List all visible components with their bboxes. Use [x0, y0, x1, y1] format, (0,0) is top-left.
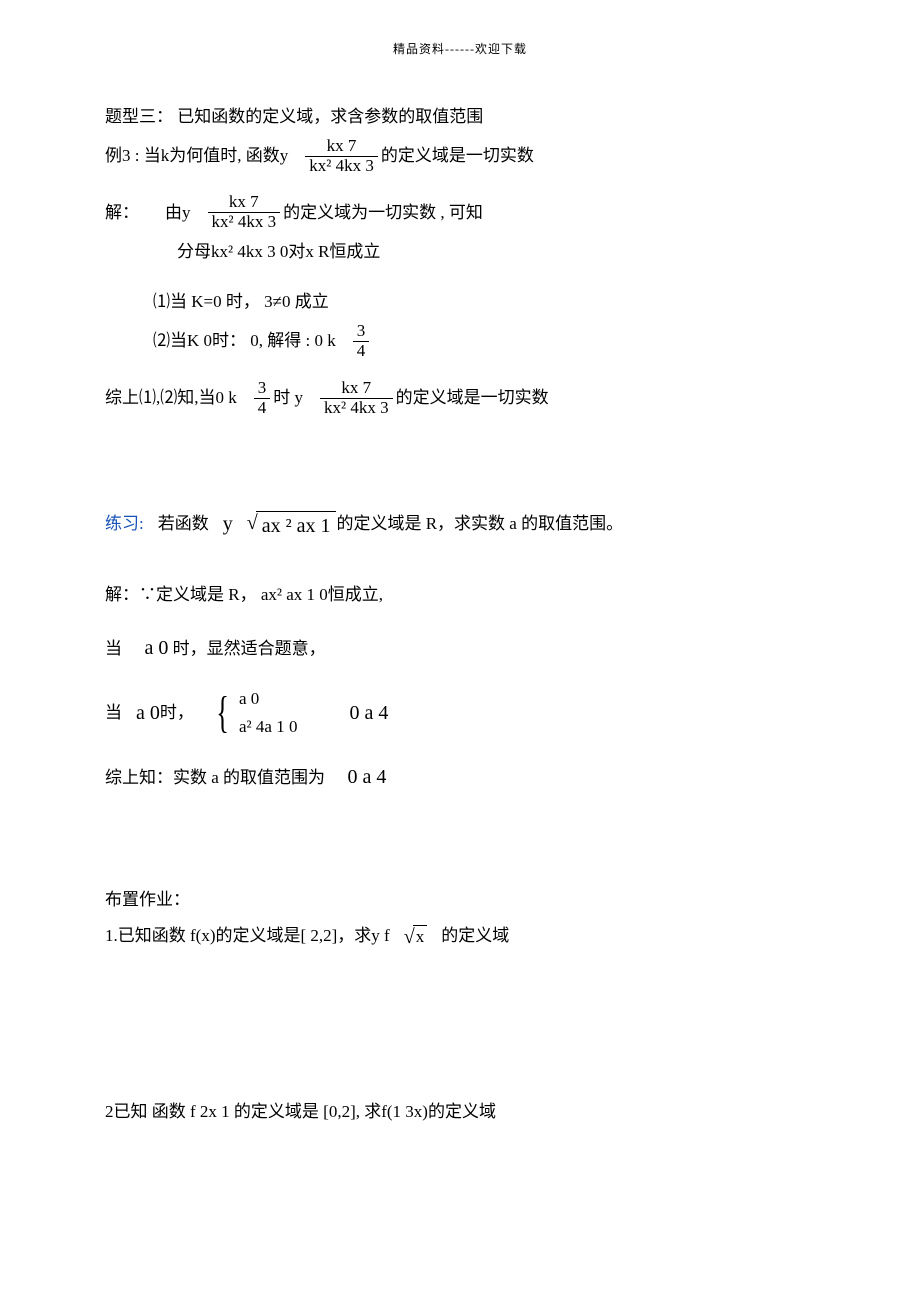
brace-body: a 0 a² 4a 1 0 — [239, 685, 297, 739]
p-sol-l2c: 时，显然适合题意， — [173, 639, 326, 658]
case2-text: ⑵当K 0时： 0, 解得 : 0 k — [153, 325, 336, 357]
conclusion-frac2-num: kx 7 — [320, 379, 393, 399]
p-sol-l3a: 当 — [105, 697, 122, 729]
conclusion-frac2: kx 7 kx² 4kx 3 — [320, 379, 393, 417]
brace-top: a 0 — [239, 685, 297, 712]
practice-sol-l3: 当 a 0 时， { a 0 a² 4a 1 0 0 a 4 — [105, 685, 815, 739]
solution-line2: 分母kx² 4kx 3 0对x R恒成立 — [105, 236, 815, 268]
p-concl-b: 0 a 4 — [348, 766, 387, 788]
hw1-sqrt-body: x — [413, 925, 428, 947]
conclusion-a: 综上⑴,⑵知,当0 k — [105, 382, 237, 414]
practice-sqrt-body: ax ² ax 1 — [256, 511, 337, 538]
brace-result: 0 a 4 — [349, 694, 388, 732]
example3-lead: 例3 : 当k为何值时, 函数y — [105, 140, 288, 172]
sqrt-icon: √ — [247, 513, 258, 533]
practice-sol-l1: 解：∵定义域是 R， ax² ax 1 0恒成立, — [105, 579, 815, 611]
case1-line: ⑴当 K=0 时， 3≠0 成立 — [105, 286, 815, 318]
case2-frac-den: 4 — [353, 342, 370, 361]
conclusion-frac1-den: 4 — [254, 399, 271, 418]
solution-frac-num: kx 7 — [208, 193, 281, 213]
conclusion-b: 时 y — [273, 382, 303, 414]
practice-y: y — [223, 505, 233, 543]
example3-line: 例3 : 当k为何值时, 函数y kx 7 kx² 4kx 3 的定义域是一切实… — [105, 137, 815, 175]
practice-b: 的定义域是 R，求实数 a 的取值范围。 — [336, 508, 623, 540]
solution-l1b: 的定义域为一切实数 , 可知 — [283, 197, 483, 229]
section-title: 题型三： 已知函数的定义域，求含参数的取值范围 — [105, 101, 815, 133]
practice-a: 若函数 — [158, 508, 209, 540]
solution-line1: 解： 由y kx 7 kx² 4kx 3 的定义域为一切实数 , 可知 — [105, 193, 815, 231]
solution-fraction: kx 7 kx² 4kx 3 — [208, 193, 281, 231]
p-sol-l3b: a 0 — [136, 694, 160, 732]
practice-sol-l2: 当 a 0 时，显然适合题意， — [105, 629, 815, 667]
case2-fraction: 3 4 — [353, 322, 370, 360]
p-sol-l2a: 当 — [105, 639, 122, 658]
conclusion-line: 综上⑴,⑵知,当0 k 3 4 时 y kx 7 kx² 4kx 3 的定义域是… — [105, 379, 815, 417]
practice-sqrt: √ ax ² ax 1 — [247, 511, 337, 538]
example3-frac-num: kx 7 — [305, 137, 378, 157]
case2-frac-num: 3 — [353, 322, 370, 342]
hw1-sqrt: √ x — [404, 925, 427, 947]
sqrt-icon: √ — [404, 927, 415, 947]
practice-conclusion: 综上知：实数 a 的取值范围为 0 a 4 — [105, 758, 815, 796]
case2-line: ⑵当K 0时： 0, 解得 : 0 k 3 4 — [105, 322, 815, 360]
brace-bot: a² 4a 1 0 — [239, 713, 297, 740]
conclusion-frac2-den: kx² 4kx 3 — [320, 399, 393, 418]
solution-frac-den: kx² 4kx 3 — [208, 213, 281, 232]
solution-label: 解： — [105, 197, 139, 229]
homework-title: 布置作业： — [105, 884, 815, 916]
page-header-note: 精品资料------欢迎下载 — [105, 38, 815, 61]
homework-2: 2已知 函数 f 2x 1 的定义域是 [0,2], 求f(1 3x)的定义域 — [105, 1096, 815, 1128]
practice-label: 练习: — [105, 508, 144, 540]
left-brace-icon: { — [216, 691, 229, 735]
conclusion-frac1-num: 3 — [254, 379, 271, 399]
hw1-b: 的定义域 — [441, 920, 509, 952]
homework-1: 1.已知函数 f(x)的定义域是[ 2,2]，求y f √ x 的定义域 — [105, 920, 815, 952]
conclusion-frac1: 3 4 — [254, 379, 271, 417]
solution-l1a: 由y — [165, 197, 191, 229]
example3-tail: 的定义域是一切实数 — [381, 140, 534, 172]
example3-fraction: kx 7 kx² 4kx 3 — [305, 137, 378, 175]
example3-frac-den: kx² 4kx 3 — [305, 157, 378, 176]
conclusion-c: 的定义域是一切实数 — [396, 382, 549, 414]
practice-line: 练习: 若函数 y √ ax ² ax 1 的定义域是 R，求实数 a 的取值范… — [105, 505, 815, 543]
hw1-a: 1.已知函数 f(x)的定义域是[ 2,2]，求y f — [105, 920, 390, 952]
p-sol-l2b: a 0 — [145, 637, 169, 659]
p-concl-a: 综上知：实数 a 的取值范围为 — [105, 768, 325, 787]
p-sol-l3c: 时， — [160, 697, 194, 729]
